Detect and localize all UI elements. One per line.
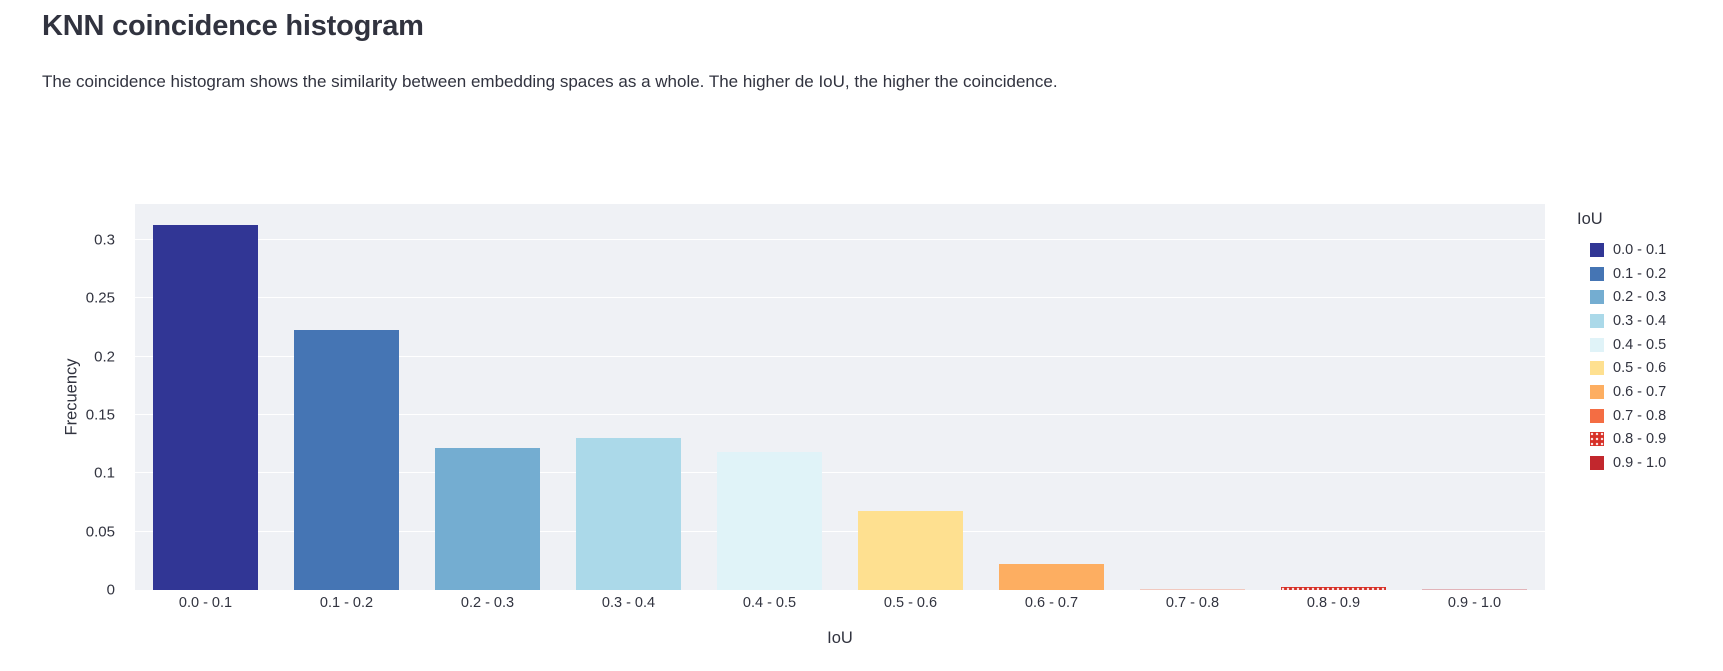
bar-slot <box>1404 204 1545 590</box>
bar-slot <box>1122 204 1263 590</box>
bar-slot <box>699 204 840 590</box>
legend-swatch <box>1590 337 1604 352</box>
gridline <box>135 239 1545 241</box>
page-title: KNN coincidence histogram <box>42 10 424 42</box>
x-tick-label: 0.2 - 0.3 <box>460 595 515 611</box>
legend-entry[interactable]: 0.3 - 0.4 <box>1577 309 1666 333</box>
legend-swatch <box>1590 408 1604 423</box>
x-tick-label: 0.8 - 0.9 <box>1306 595 1361 611</box>
legend-entry[interactable]: 0.7 - 0.8 <box>1577 404 1666 428</box>
legend-swatch <box>1590 313 1604 328</box>
page-subtitle: The coincidence histogram shows the simi… <box>42 72 1058 91</box>
legend-title: IoU <box>1577 210 1603 228</box>
legend-swatch <box>1590 456 1604 471</box>
histogram-bar[interactable] <box>293 329 400 590</box>
y-tick-label: 0 <box>106 581 115 599</box>
histogram-bar[interactable] <box>575 438 682 590</box>
x-axis-tick-labels: 0.0 - 0.1 0.1 - 0.2 0.2 - 0.3 0.3 - 0.4 0.4 … <box>135 595 1545 611</box>
y-tick-label: 0.25 <box>85 289 115 307</box>
histogram-bar[interactable] <box>434 447 541 590</box>
legend-entry[interactable]: 0.8 - 0.9 <box>1577 428 1666 452</box>
legend-entry-label: 0.1 - 0.2 <box>1613 265 1667 282</box>
gridline <box>135 355 1545 357</box>
y-tick-label: 0.15 <box>85 406 115 424</box>
legend: IoU 0.0 - 0.1 0.1 - 0.2 0.2 - 0.3 0.3 - 0.4… <box>1577 210 1666 475</box>
legend-entry-label: 0.7 - 0.8 <box>1613 407 1667 424</box>
gridline <box>135 472 1545 474</box>
histogram-bar[interactable] <box>1139 588 1246 590</box>
legend-entry-label: 0.3 - 0.4 <box>1613 312 1667 329</box>
legend-entry-label: 0.4 - 0.5 <box>1613 336 1667 353</box>
gridline <box>135 530 1545 532</box>
legend-swatch <box>1590 266 1604 281</box>
y-tick-label: 0.2 <box>94 348 115 366</box>
legend-entry[interactable]: 0.9 - 1.0 <box>1577 451 1666 475</box>
legend-swatch <box>1590 432 1604 447</box>
x-tick-label: 0.9 - 1.0 <box>1447 595 1502 611</box>
x-tick-label: 0.4 - 0.5 <box>742 595 797 611</box>
legend-entry[interactable]: 0.0 - 0.1 <box>1577 238 1666 262</box>
legend-entry-label: 0.0 - 0.1 <box>1613 241 1667 258</box>
x-axis-title: IoU <box>827 629 853 647</box>
plot-area[interactable] <box>135 204 1545 590</box>
histogram-bar[interactable] <box>998 564 1105 590</box>
y-tick-label: 0.1 <box>94 464 115 482</box>
bar-slot <box>981 204 1122 590</box>
legend-entry[interactable]: 0.6 - 0.7 <box>1577 380 1666 404</box>
bar-slot <box>417 204 558 590</box>
legend-swatch <box>1590 290 1604 305</box>
legend-entry[interactable]: 0.2 - 0.3 <box>1577 285 1666 309</box>
gridline <box>135 297 1545 299</box>
legend-entry-label: 0.9 - 1.0 <box>1613 455 1667 472</box>
legend-entry-label: 0.6 - 0.7 <box>1613 383 1667 400</box>
histogram-bar[interactable] <box>857 510 964 590</box>
legend-swatch <box>1590 361 1604 376</box>
x-tick-label: 0.0 - 0.1 <box>178 595 233 611</box>
bar-slot <box>558 204 699 590</box>
bars-layer <box>135 204 1545 590</box>
x-tick-label: 0.5 - 0.6 <box>883 595 938 611</box>
y-tick-label: 0.3 <box>94 231 115 249</box>
x-tick-label: 0.6 - 0.7 <box>1024 595 1079 611</box>
legend-entry[interactable]: 0.1 - 0.2 <box>1577 262 1666 286</box>
x-tick-label: 0.7 - 0.8 <box>1165 595 1220 611</box>
bar-slot <box>276 204 417 590</box>
histogram-bar[interactable] <box>1280 586 1387 590</box>
legend-entries: 0.0 - 0.1 0.1 - 0.2 0.2 - 0.3 0.3 - 0.4 0.4 … <box>1577 238 1666 475</box>
bar-slot <box>1263 204 1404 590</box>
bar-slot <box>840 204 981 590</box>
legend-swatch <box>1590 242 1604 257</box>
legend-entry[interactable]: 0.4 - 0.5 <box>1577 333 1666 357</box>
legend-swatch <box>1590 384 1604 399</box>
x-tick-label: 0.3 - 0.4 <box>601 595 656 611</box>
legend-entry[interactable]: 0.5 - 0.6 <box>1577 356 1666 380</box>
histogram-bar[interactable] <box>1421 588 1528 590</box>
legend-entry-label: 0.5 - 0.6 <box>1613 360 1667 377</box>
bar-slot <box>135 204 276 590</box>
legend-entry-label: 0.8 - 0.9 <box>1613 431 1667 448</box>
x-tick-label: 0.1 - 0.2 <box>319 595 374 611</box>
legend-entry-label: 0.2 - 0.3 <box>1613 289 1667 306</box>
gridline <box>135 414 1545 416</box>
histogram-bar[interactable] <box>716 452 823 590</box>
histogram-bar[interactable] <box>152 225 259 590</box>
y-axis-tick-labels: 0 0.05 0.1 0.15 0.2 0.25 0.3 <box>0 204 125 599</box>
y-tick-label: 0.05 <box>85 523 115 541</box>
